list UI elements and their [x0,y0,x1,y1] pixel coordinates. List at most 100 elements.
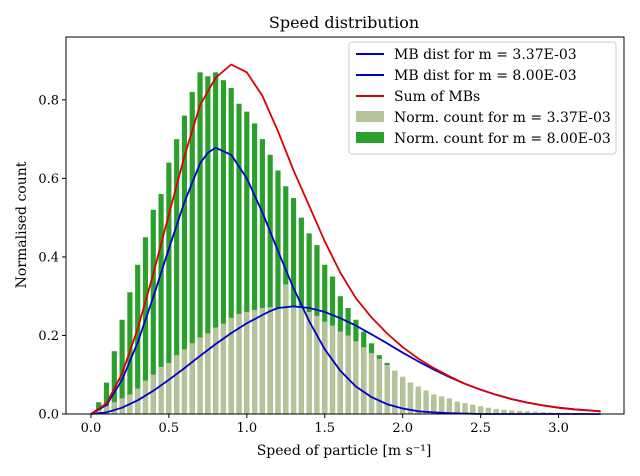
histogram-bar [220,80,227,415]
histogram-bar [228,88,234,414]
histogram-bar [197,72,203,414]
histogram-bar [236,313,242,414]
y-axis-label: Normalised count [14,161,30,288]
histogram-bar [158,366,164,414]
histogram-bar [259,307,265,414]
y-tick-label: 0.0 [38,408,59,423]
x-axis: 0.0 0.5 1.0 1.5 2.0 2.5 3.0 [81,414,569,436]
histogram-bar [119,319,125,414]
histogram-bar [485,407,491,414]
histogram-bar [142,237,149,414]
histogram-bar [142,380,149,414]
histogram-bar [361,347,367,414]
plot-area [90,63,601,415]
histogram-bar [454,401,460,414]
histogram-bar [174,355,180,414]
histogram-bar [407,382,414,414]
histogram-bar [439,396,445,414]
histogram-bar [501,409,507,414]
histogram-bar [400,376,406,414]
histogram-bar [337,331,343,414]
histogram-bar [181,349,188,414]
histogram-bar [197,337,203,414]
y-axis: 0.0 0.2 0.4 0.6 0.8 [38,93,66,423]
histogram-bar [345,335,351,414]
histogram-bar [103,406,110,414]
histogram-bar [150,209,156,414]
histogram-bar [189,343,195,414]
legend-swatch-count-high [356,132,384,143]
histogram-bar [353,341,359,414]
histogram-bar [244,111,250,414]
plot-frame [65,36,625,415]
histogram-bar [236,103,242,415]
histogram-bar [516,410,523,414]
curve-series-1 [90,146,601,415]
histogram-bar [181,115,188,415]
histogram-bar [384,364,390,414]
x-tick-label: 1.0 [236,421,257,436]
histogram-bar [540,412,546,414]
y-tick-label: 0.6 [38,172,59,187]
histogram-bar [509,410,515,414]
legend-label-mb-low: MB dist for m = 3.37E-03 [394,47,577,63]
y-tick-label: 0.4 [38,250,59,265]
legend-swatch-count-low [356,111,384,122]
histogram-bar [228,317,234,414]
histogram-bar [446,398,453,414]
histogram-bar [103,382,110,414]
histogram-bar [166,362,172,414]
y-tick-label: 0.8 [38,93,59,108]
histogram-bar [213,327,219,414]
histogram-bar [111,402,117,414]
histogram-bar [267,154,273,414]
histogram-bar [96,410,102,414]
histogram-bar [290,306,297,414]
histogram-bar [368,353,375,414]
histogram-bar [462,403,468,414]
legend-label-count-high: Norm. count for m = 8.00E-03 [394,131,611,147]
legend-box [348,41,617,155]
histogram-bar [174,139,180,414]
histogram-bar [322,321,328,414]
histogram-bar [135,264,141,414]
x-tick-label: 1.5 [314,421,335,436]
x-tick-label: 2.5 [470,421,491,436]
histogram-bar [111,351,117,414]
histogram-bar [314,315,320,414]
x-axis-label: Speed of particle [m s⁻¹] [257,443,432,459]
histogram-bar [298,307,304,414]
histogram-bar [283,284,289,414]
histogram-bar [252,123,258,414]
histogram-bar [150,374,156,414]
histogram-bar [189,91,195,415]
chart-title: Speed distribution [269,13,419,32]
histogram-bar [532,411,538,414]
legend-label-count-low: Norm. count for m = 3.37E-03 [394,110,611,126]
histogram-bar [275,170,281,414]
histogram-bar [259,139,265,414]
histogram-bar [376,359,382,414]
x-tick-label: 3.0 [548,421,569,436]
curve-series-2 [90,63,601,415]
histogram-bar [275,307,281,414]
histogram-bar [329,325,336,414]
histogram-bar [431,394,437,414]
histogram-bar [306,311,312,414]
histogram-bar [205,333,211,414]
x-tick-label: 2.0 [392,421,413,436]
histogram-bar [493,408,499,414]
histogram-bar [119,398,125,414]
y-tick-label: 0.2 [38,329,59,344]
legend-label-sum: Sum of MBs [394,89,480,105]
histogram-bar [524,411,530,414]
histogram-bar [470,404,476,414]
legend-label-mb-high: MB dist for m = 8.00E-03 [394,68,577,84]
histogram-bar [205,76,211,414]
histogram-bar [158,194,164,414]
histogram-bar [478,406,484,414]
histogram-bar [415,386,421,414]
histogram-bar [267,307,273,414]
legend: MB dist for m = 3.37E-03 MB dist for m =… [348,41,617,155]
